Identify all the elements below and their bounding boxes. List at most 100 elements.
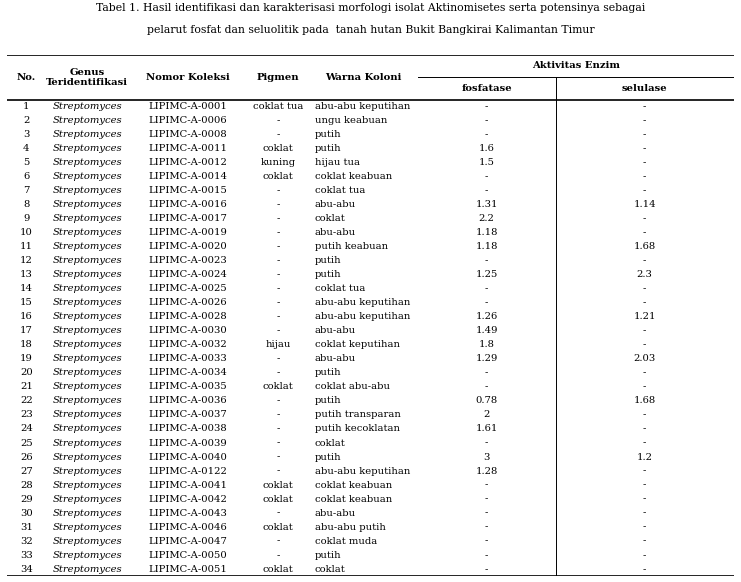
Text: abu-abu putih: abu-abu putih bbox=[315, 523, 385, 531]
Text: LIPIMC-A-0016: LIPIMC-A-0016 bbox=[149, 200, 227, 209]
Text: -: - bbox=[643, 158, 646, 167]
Text: -: - bbox=[643, 467, 646, 475]
Text: 1.5: 1.5 bbox=[479, 158, 495, 167]
Text: 18: 18 bbox=[20, 340, 33, 349]
Text: -: - bbox=[485, 116, 488, 125]
Text: LIPIMC-A-0028: LIPIMC-A-0028 bbox=[149, 313, 227, 321]
Text: abu-abu: abu-abu bbox=[315, 228, 356, 237]
Text: 30: 30 bbox=[20, 509, 33, 517]
Text: -: - bbox=[643, 551, 646, 560]
Text: Pigmen: Pigmen bbox=[256, 73, 299, 82]
Text: -: - bbox=[485, 509, 488, 517]
Text: Streptomyces: Streptomyces bbox=[53, 537, 122, 546]
Text: -: - bbox=[276, 537, 279, 546]
Text: Streptomyces: Streptomyces bbox=[53, 481, 122, 489]
Text: coklat: coklat bbox=[262, 495, 293, 503]
Text: selulase: selulase bbox=[622, 84, 668, 93]
Text: -: - bbox=[643, 424, 646, 434]
Text: Streptomyces: Streptomyces bbox=[53, 102, 122, 111]
Text: LIPIMC-A-0034: LIPIMC-A-0034 bbox=[149, 368, 227, 377]
Text: Streptomyces: Streptomyces bbox=[53, 313, 122, 321]
Text: -: - bbox=[643, 228, 646, 237]
Text: 33: 33 bbox=[20, 551, 33, 560]
Text: 25: 25 bbox=[20, 438, 33, 448]
Text: -: - bbox=[485, 256, 488, 265]
Text: Streptomyces: Streptomyces bbox=[53, 340, 122, 349]
Text: pelarut fosfat dan seluolitik pada  tanah hutan Bukit Bangkirai Kalimantan Timur: pelarut fosfat dan seluolitik pada tanah… bbox=[147, 25, 594, 35]
Text: -: - bbox=[276, 116, 279, 125]
Text: putih: putih bbox=[315, 256, 341, 265]
Text: -: - bbox=[276, 551, 279, 560]
Text: putih kecoklatan: putih kecoklatan bbox=[315, 424, 399, 434]
Text: Streptomyces: Streptomyces bbox=[53, 565, 122, 574]
Text: -: - bbox=[276, 130, 279, 139]
Text: abu-abu keputihan: abu-abu keputihan bbox=[315, 313, 410, 321]
Text: -: - bbox=[485, 285, 488, 293]
Text: -: - bbox=[485, 172, 488, 181]
Text: -: - bbox=[276, 410, 279, 420]
Text: Streptomyces: Streptomyces bbox=[53, 523, 122, 531]
Text: 1.14: 1.14 bbox=[634, 200, 656, 209]
Text: LIPIMC-A-0035: LIPIMC-A-0035 bbox=[149, 382, 227, 392]
Text: -: - bbox=[643, 186, 646, 195]
Text: 3: 3 bbox=[483, 453, 490, 462]
Text: Nomor Koleksi: Nomor Koleksi bbox=[147, 73, 230, 82]
Text: 1.21: 1.21 bbox=[634, 313, 656, 321]
Text: 1.31: 1.31 bbox=[476, 200, 498, 209]
Text: -: - bbox=[276, 228, 279, 237]
Text: -: - bbox=[485, 565, 488, 574]
Text: -: - bbox=[643, 172, 646, 181]
Text: LIPIMC-A-0033: LIPIMC-A-0033 bbox=[149, 354, 227, 363]
Text: LIPIMC-A-0030: LIPIMC-A-0030 bbox=[149, 327, 227, 335]
Text: -: - bbox=[643, 116, 646, 125]
Text: Streptomyces: Streptomyces bbox=[53, 144, 122, 153]
Text: LIPIMC-A-0122: LIPIMC-A-0122 bbox=[149, 467, 227, 475]
Text: abu-abu: abu-abu bbox=[315, 354, 356, 363]
Text: 29: 29 bbox=[20, 495, 33, 503]
Text: coklat: coklat bbox=[262, 481, 293, 489]
Text: 15: 15 bbox=[20, 299, 33, 307]
Text: -: - bbox=[643, 214, 646, 223]
Text: -: - bbox=[485, 438, 488, 448]
Text: -: - bbox=[643, 299, 646, 307]
Text: Streptomyces: Streptomyces bbox=[53, 467, 122, 475]
Text: 1.68: 1.68 bbox=[634, 242, 656, 251]
Text: putih: putih bbox=[315, 453, 341, 462]
Text: LIPIMC-A-0047: LIPIMC-A-0047 bbox=[149, 537, 227, 546]
Text: -: - bbox=[643, 144, 646, 153]
Text: 1: 1 bbox=[23, 102, 30, 111]
Text: 21: 21 bbox=[20, 382, 33, 392]
Text: putih keabuan: putih keabuan bbox=[315, 242, 388, 251]
Text: 2: 2 bbox=[23, 116, 30, 125]
Text: Streptomyces: Streptomyces bbox=[53, 327, 122, 335]
Text: -: - bbox=[276, 509, 279, 517]
Text: 0.78: 0.78 bbox=[476, 396, 498, 406]
Text: -: - bbox=[276, 327, 279, 335]
Text: coklat: coklat bbox=[315, 214, 345, 223]
Text: Streptomyces: Streptomyces bbox=[53, 495, 122, 503]
Text: coklat: coklat bbox=[262, 382, 293, 392]
Text: 3: 3 bbox=[23, 130, 30, 139]
Text: abu-abu: abu-abu bbox=[315, 327, 356, 335]
Text: -: - bbox=[276, 256, 279, 265]
Text: coklat keabuan: coklat keabuan bbox=[315, 172, 392, 181]
Text: 31: 31 bbox=[20, 523, 33, 531]
Text: putih: putih bbox=[315, 396, 341, 406]
Text: -: - bbox=[276, 299, 279, 307]
Text: LIPIMC-A-0046: LIPIMC-A-0046 bbox=[149, 523, 227, 531]
Text: coklat keabuan: coklat keabuan bbox=[315, 481, 392, 489]
Text: Streptomyces: Streptomyces bbox=[53, 382, 122, 392]
Text: Streptomyces: Streptomyces bbox=[53, 285, 122, 293]
Text: Streptomyces: Streptomyces bbox=[53, 438, 122, 448]
Text: coklat: coklat bbox=[262, 172, 293, 181]
Text: Streptomyces: Streptomyces bbox=[53, 186, 122, 195]
Text: LIPIMC-A-0040: LIPIMC-A-0040 bbox=[149, 453, 227, 462]
Text: abu-abu keputihan: abu-abu keputihan bbox=[315, 467, 410, 475]
Text: LIPIMC-A-0036: LIPIMC-A-0036 bbox=[149, 396, 227, 406]
Text: 28: 28 bbox=[20, 481, 33, 489]
Text: 1.25: 1.25 bbox=[476, 270, 498, 279]
Text: 19: 19 bbox=[20, 354, 33, 363]
Text: LIPIMC-A-0011: LIPIMC-A-0011 bbox=[149, 144, 227, 153]
Text: abu-abu: abu-abu bbox=[315, 509, 356, 517]
Text: Streptomyces: Streptomyces bbox=[53, 299, 122, 307]
